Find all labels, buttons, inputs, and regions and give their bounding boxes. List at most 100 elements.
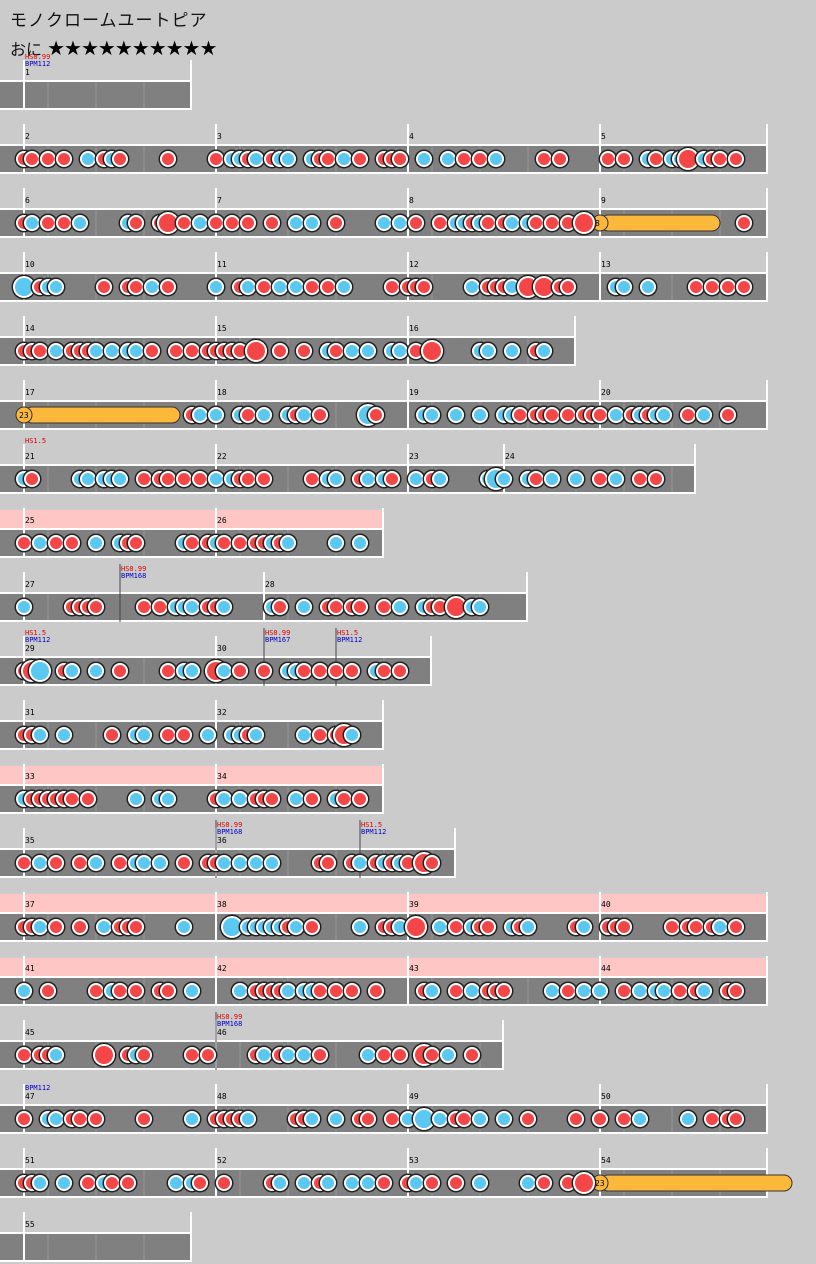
ka-note [634,1113,646,1125]
ka-note [130,345,142,357]
measure-number: 37 [25,900,35,909]
don-note [562,1177,574,1189]
bpm-label: BPM168 [121,572,146,580]
measure-number: 6 [25,196,30,205]
don-note [354,153,366,165]
don-note [306,921,318,933]
ka-note [498,1113,510,1125]
don-note [378,665,390,677]
don-note [418,281,430,293]
don-note [330,217,342,229]
gogo-band [0,894,768,912]
drumroll-count: 23 [595,1179,605,1188]
measure-number: 34 [217,772,227,781]
don-note [114,857,126,869]
don-note [170,345,182,357]
don-note [690,281,702,293]
ka-note [362,1049,374,1061]
ka-note [18,985,30,997]
don-note [346,665,358,677]
don-note [314,409,326,421]
don-note [482,217,494,229]
don-note [322,857,334,869]
ka-note [186,985,198,997]
ka-note [546,473,558,485]
ka-note [266,857,278,869]
ka-note [66,665,78,677]
ka-note [290,793,302,805]
don-note [58,217,70,229]
don-note [602,153,614,165]
don-note [330,985,342,997]
measure-number: 25 [25,516,35,525]
don-note [482,921,494,933]
ka-note [434,921,446,933]
ka-note [482,345,494,357]
ka-note [90,857,102,869]
don-note [242,409,254,421]
don-note [426,1049,438,1061]
ka-note [234,857,246,869]
score-row: 21 22 23 24 HS1.5 [0,437,696,494]
drumroll-body [599,214,721,232]
measure-number: 45 [25,1028,35,1037]
don-note [90,985,102,997]
don-note [226,217,238,229]
don-note [90,1113,102,1125]
measure-number: 55 [25,1220,35,1229]
don-note [575,1174,593,1192]
ka-note [330,473,342,485]
ka-note [642,281,654,293]
ka-note [698,409,710,421]
ka-note [474,409,486,421]
ka-note [186,665,198,677]
don-note [322,153,334,165]
don-note [706,281,718,293]
ka-note [466,985,478,997]
don-note [314,729,326,741]
ka-note [346,1177,358,1189]
don-note [18,1113,30,1125]
measure-number: 9 [601,196,606,205]
hs-label: HS0.99 [25,53,50,61]
ka-note [274,281,286,293]
ka-note [506,345,518,357]
ka-note [34,857,46,869]
ka-note [506,217,518,229]
don-note [450,921,462,933]
ka-note [90,537,102,549]
ka-note [50,1113,62,1125]
ka-note [186,601,198,613]
measure-number: 40 [601,900,611,909]
don-note [18,857,30,869]
ka-note [250,153,262,165]
don-note [498,985,510,997]
measure-number: 32 [217,708,227,717]
ka-note [282,153,294,165]
measure-number: 1 [25,68,30,77]
don-note [95,1046,113,1064]
ka-note [114,473,126,485]
measure-number: 12 [409,260,419,269]
ka-note [346,345,358,357]
don-note [18,537,30,549]
ka-note [210,473,222,485]
ka-note [138,857,150,869]
hs-label: HS1.5 [25,437,46,445]
don-note [466,1049,478,1061]
ka-note [15,278,33,296]
measure-number: 21 [25,452,35,461]
measure-number: 48 [217,1092,227,1101]
hs-label: HS1.5 [25,629,46,637]
measure-number: 26 [217,516,227,525]
ka-note [210,281,222,293]
don-note [474,153,486,165]
ka-note [466,281,478,293]
ka-note [34,729,46,741]
ka-note [138,729,150,741]
don-note [298,345,310,357]
don-note [530,217,542,229]
don-note [258,473,270,485]
don-note [722,409,734,421]
